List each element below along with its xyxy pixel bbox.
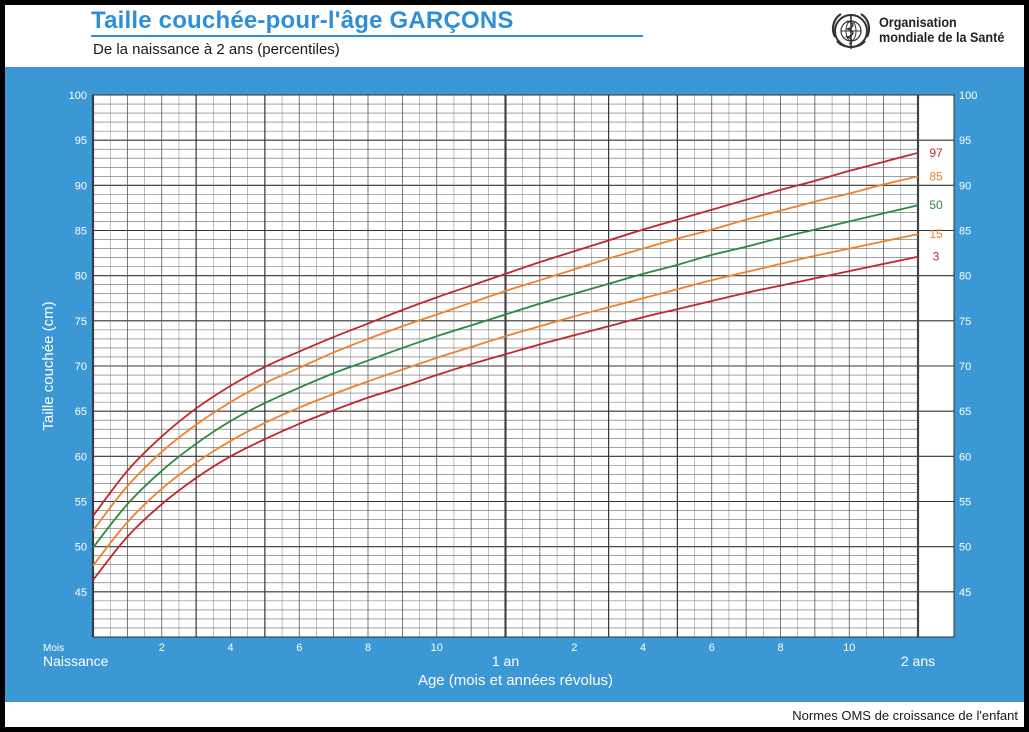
- y-tick-label-right: 80: [959, 271, 971, 283]
- x-tick-label: 8: [365, 642, 371, 654]
- growth-chart: 3 15 50 85 97 45 45 50 50 55 55 60 60 65 65 70 70 75 75 80 8…: [40, 90, 977, 689]
- x-axis-title: Age (mois et années révolus): [418, 672, 613, 689]
- y-tick-label-right: 90: [959, 180, 971, 192]
- chart-panel: 3 15 50 85 97 45 45 50 50 55 55 60 60 65 65 70 70 75 75 80 8…: [5, 67, 1024, 702]
- plot-border: [92, 94, 955, 638]
- percentile-line-p85: [92, 175, 919, 531]
- y-tick-label-left: 50: [75, 542, 87, 554]
- y-tick-label-right: 75: [959, 316, 971, 328]
- x-tick-label: 8: [777, 642, 783, 654]
- who-logo: Organisation mondiale de la Santé: [827, 7, 1024, 55]
- who-emblem-icon: [831, 13, 871, 49]
- y-tick-label-right: 100: [959, 90, 977, 102]
- x-year-label: Naissance: [43, 653, 109, 669]
- x-tick-label: 4: [227, 642, 233, 654]
- x-tick-label: 10: [431, 642, 443, 654]
- title-underline: [91, 35, 643, 37]
- y-tick-label-right: 55: [959, 497, 971, 509]
- x-tick-label: 6: [296, 642, 302, 654]
- x-year-label: 2 ans: [901, 653, 935, 669]
- y-tick-label-left: 75: [75, 316, 87, 328]
- x-tick-label: 2: [571, 642, 577, 654]
- percentile-line-p50: [92, 204, 919, 549]
- percentile-line-p3: [92, 255, 919, 581]
- percentile-label-p50: 50: [929, 198, 943, 212]
- percentile-label-p15: 15: [929, 227, 943, 241]
- chart-title: Taille couchée-pour-l'âge GARÇONS: [91, 7, 514, 34]
- y-axis-title: Taille couchée (cm): [40, 301, 57, 430]
- y-tick-label-left: 45: [75, 587, 87, 599]
- y-tick-label-left: 80: [75, 271, 87, 283]
- percentile-label-p85: 85: [929, 169, 943, 183]
- x-unit-label: Mois: [43, 643, 64, 654]
- y-tick-label-left: 90: [75, 180, 87, 192]
- y-tick-label-right: 45: [959, 587, 971, 599]
- y-tick-label-left: 65: [75, 406, 87, 418]
- y-tick-label-left: 85: [75, 226, 87, 238]
- percentile-line-p15: [92, 233, 919, 567]
- y-tick-label-right: 50: [959, 542, 971, 554]
- y-tick-label-right: 85: [959, 226, 971, 238]
- y-tick-label-left: 100: [69, 90, 87, 102]
- footer-text: Normes OMS de croissance de l'enfant: [792, 708, 1018, 723]
- x-tick-label: 4: [640, 642, 646, 654]
- y-tick-label-right: 60: [959, 451, 971, 463]
- y-tick-label-left: 70: [75, 361, 87, 373]
- chart-subtitle: De la naissance à 2 ans (percentiles): [93, 41, 340, 58]
- who-logo-text: Organisation mondiale de la Santé: [879, 15, 1004, 45]
- percentile-line-p97: [92, 151, 919, 517]
- y-tick-label-right: 70: [959, 361, 971, 373]
- x-tick-label: 6: [709, 642, 715, 654]
- growth-chart-page: Taille couchée-pour-l'âge GARÇONS De la …: [5, 5, 1024, 727]
- x-tick-label: 2: [159, 642, 165, 654]
- y-tick-label-right: 65: [959, 406, 971, 418]
- org-name-line2: mondiale de la Santé: [879, 29, 1005, 45]
- y-tick-label-left: 55: [75, 497, 87, 509]
- x-year-label: 1 an: [492, 653, 519, 669]
- x-tick-label: 10: [843, 642, 855, 654]
- percentile-label-p3: 3: [933, 250, 940, 264]
- org-name-line1: Organisation: [879, 14, 957, 30]
- y-tick-label-left: 95: [75, 135, 87, 147]
- y-tick-label-left: 60: [75, 451, 87, 463]
- percentile-label-p97: 97: [929, 146, 943, 160]
- y-tick-label-right: 95: [959, 135, 971, 147]
